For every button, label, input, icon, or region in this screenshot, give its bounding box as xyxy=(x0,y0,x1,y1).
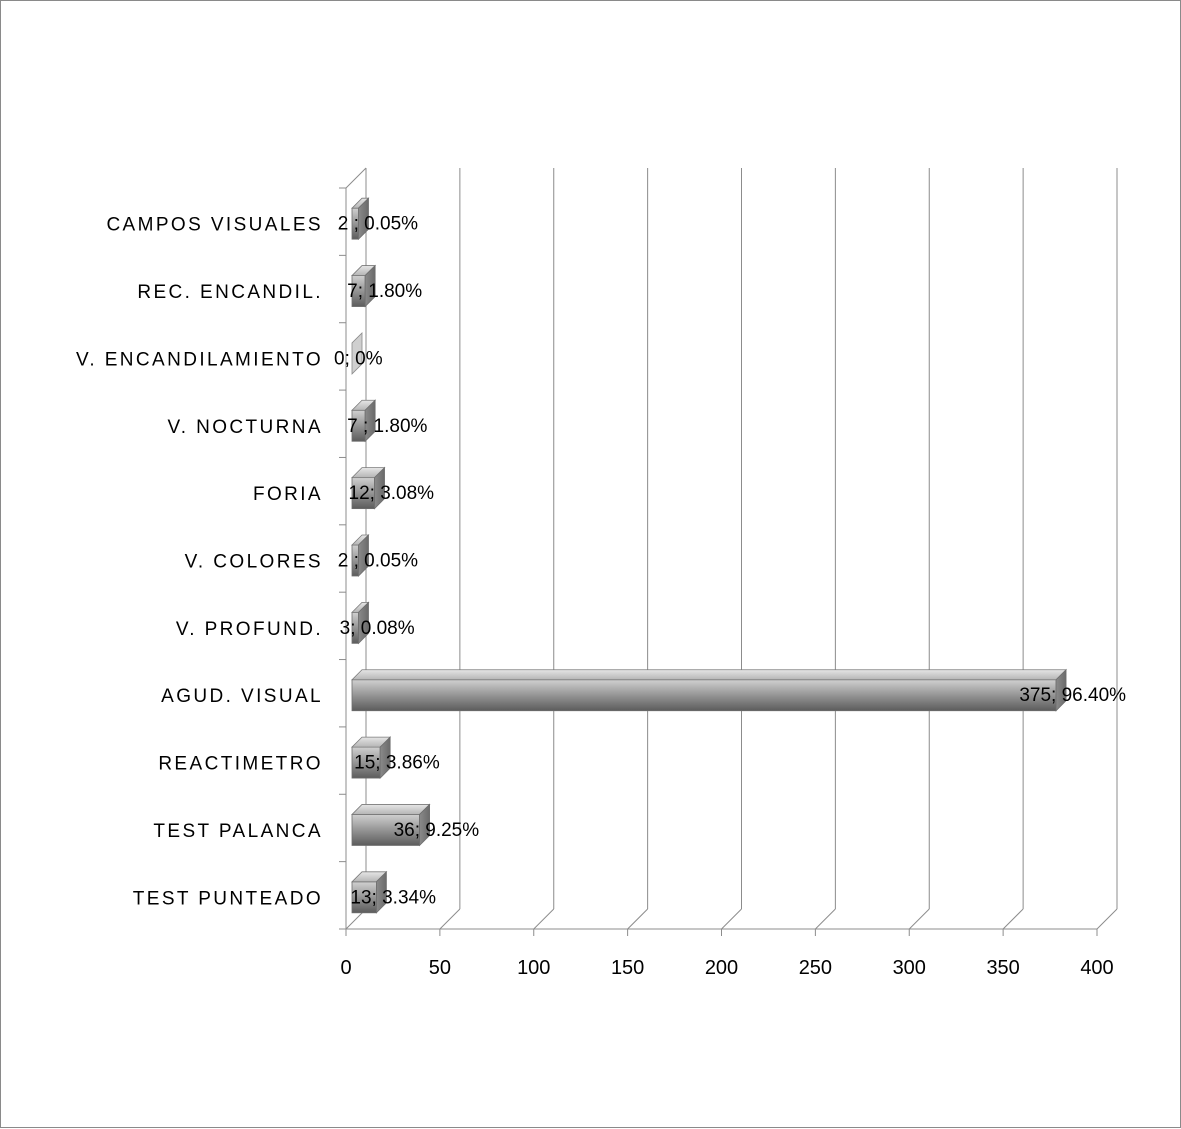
bar-end xyxy=(379,736,391,780)
bar-9 xyxy=(351,736,392,780)
floor-gridline xyxy=(908,908,930,930)
x-tick-label: 50 xyxy=(429,957,451,979)
bar-end xyxy=(358,197,369,241)
x-tick-label: 0 xyxy=(340,957,351,979)
data-label: 2 ; 0.05% xyxy=(338,214,418,235)
x-tick-label: 250 xyxy=(799,957,832,979)
x-tick-label: 300 xyxy=(893,957,926,979)
floor-gridline xyxy=(627,908,648,930)
bar-6 xyxy=(351,534,370,577)
category-label: REC. ENCANDIL. xyxy=(137,282,323,303)
data-label: 0; 0% xyxy=(334,348,383,369)
floor-gridline xyxy=(721,908,742,930)
bar-front xyxy=(351,679,1057,712)
category-label: TEST PALANCA xyxy=(153,821,323,842)
bar-front xyxy=(351,881,377,914)
bar-end xyxy=(419,803,430,847)
x-tick-label: 400 xyxy=(1080,957,1113,979)
data-label: 12; 3.08% xyxy=(349,483,435,504)
bar-10 xyxy=(351,803,431,847)
x-tick-label: 200 xyxy=(705,957,738,979)
bar-end xyxy=(364,264,376,308)
bar-front xyxy=(351,814,420,846)
bar-end xyxy=(376,870,387,914)
bar-11 xyxy=(351,870,388,914)
category-label: FORIA xyxy=(253,484,323,505)
bar-top xyxy=(351,804,431,815)
y-axis-top-edge xyxy=(345,167,367,189)
bar-end xyxy=(1055,668,1067,712)
bars xyxy=(351,197,1068,914)
category-label: V. PROFUND. xyxy=(176,619,323,640)
data-label: 15; 3.86% xyxy=(354,753,440,774)
bar-8 xyxy=(351,668,1068,712)
labels: 0 50 100 150 200 250 300 350 400 CAMPOS VISUALES 2… xyxy=(76,214,1126,979)
data-label: 36; 9.25% xyxy=(394,820,480,841)
bar-top xyxy=(351,669,1068,681)
bar-2 xyxy=(351,264,377,308)
category-label: V. NOCTURNA xyxy=(167,417,323,438)
bar-4 xyxy=(351,399,377,443)
category-label: V. ENCANDILAMIENTO xyxy=(76,349,323,370)
bar-end xyxy=(358,601,369,645)
data-label: 3; 0.08% xyxy=(340,618,415,639)
category-label: CAMPOS VISUALES xyxy=(106,215,323,236)
bar-end xyxy=(358,534,369,577)
data-label: 2 ; 0.05% xyxy=(338,551,418,572)
bar-1 xyxy=(351,197,370,241)
bar-5 xyxy=(351,466,386,510)
x-tick-label: 100 xyxy=(517,957,550,979)
bar-7 xyxy=(351,601,370,645)
category-label: TEST PUNTEADO xyxy=(133,888,323,909)
bar-end xyxy=(374,466,385,510)
floor-gridline xyxy=(533,908,555,930)
category-label: REACTIMETRO xyxy=(158,754,323,775)
floor-gridline xyxy=(815,908,836,930)
data-label: 13; 3.34% xyxy=(350,887,436,908)
data-label: 7; 1.80% xyxy=(347,281,422,302)
bar-front xyxy=(351,746,381,779)
category-label: V. COLORES xyxy=(185,552,323,573)
data-label: 7 ; 1.80% xyxy=(347,416,427,437)
gridlines xyxy=(345,168,1118,930)
floor-gridline xyxy=(1096,908,1118,930)
bar-zero xyxy=(351,331,363,375)
floor-gridline xyxy=(439,908,461,930)
floor-gridline xyxy=(1002,908,1024,930)
bar-3 xyxy=(351,331,363,375)
category-label: AGUD. VISUAL xyxy=(161,686,323,707)
data-label: 375; 96.40% xyxy=(1019,685,1126,706)
x-tick-label: 350 xyxy=(986,957,1019,979)
x-tick-label: 150 xyxy=(611,957,644,979)
axes xyxy=(339,167,1098,936)
bar-end xyxy=(364,399,376,443)
